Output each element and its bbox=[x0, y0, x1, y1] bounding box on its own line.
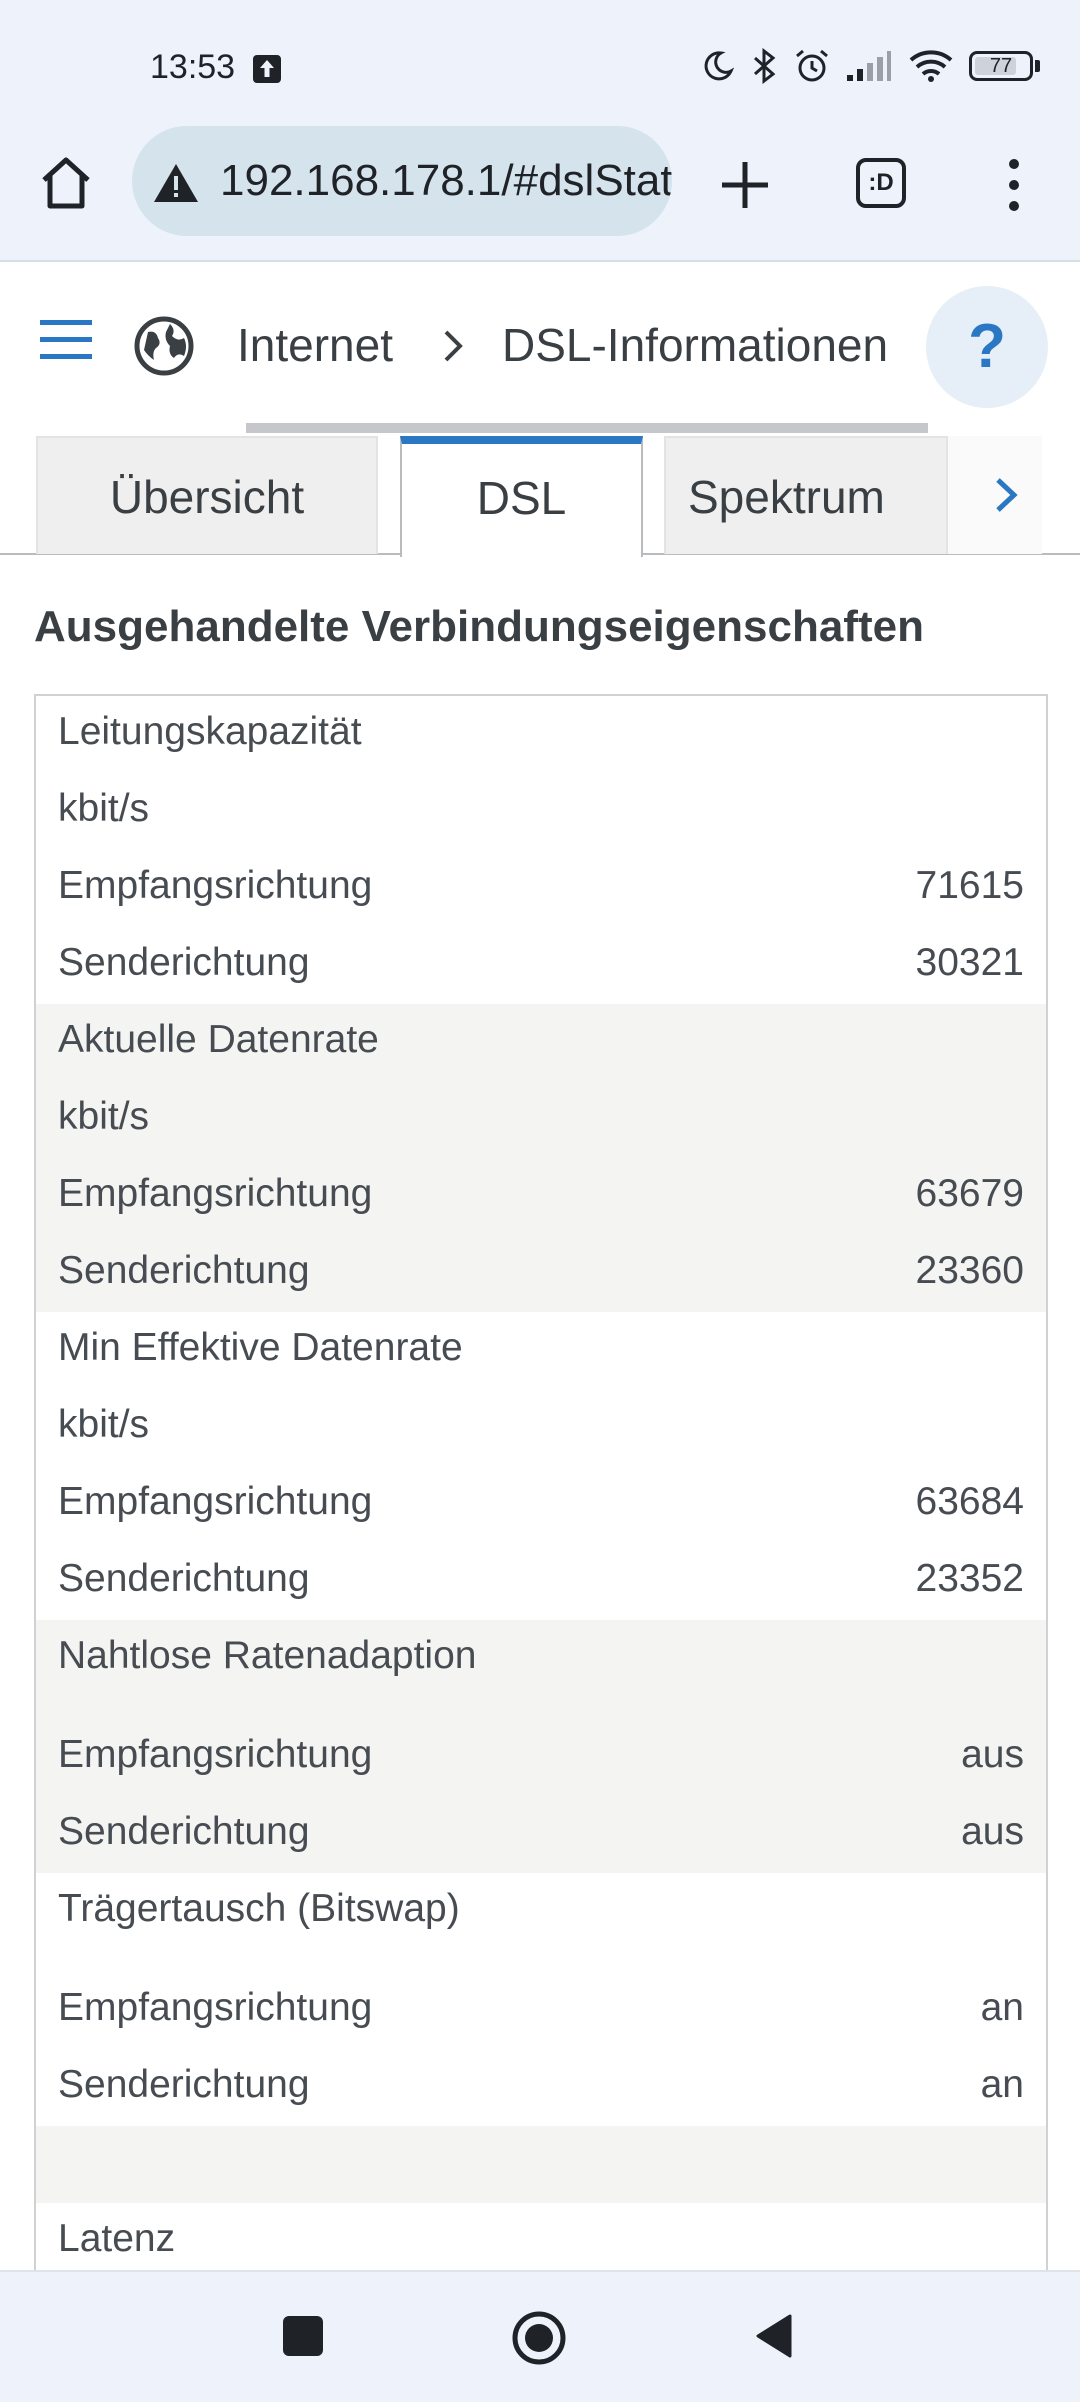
browser-toolbar: 192.168.178.1/#dslStat :D bbox=[0, 122, 1080, 262]
unit-label: kbit/s bbox=[58, 1095, 150, 1138]
more-vert-icon[interactable] bbox=[1000, 156, 1028, 214]
battery-icon: 77 bbox=[969, 51, 1033, 81]
spacer-row bbox=[36, 1697, 1046, 1719]
breadcrumb-dsl-informationen: DSL-Informationen bbox=[502, 319, 889, 371]
table-row: Empfangsrichtung 63679 bbox=[36, 1158, 1046, 1235]
hamburger-menu-icon[interactable] bbox=[40, 318, 92, 362]
group-title: Trägertausch (Bitswap) bbox=[58, 1887, 460, 1930]
battery-tip bbox=[1035, 60, 1040, 72]
unit-row: kbit/s bbox=[36, 1389, 1046, 1466]
table-row: Senderichtung 23352 bbox=[36, 1543, 1046, 1620]
group-nahtlose-ratenadaption: Nahtlose Ratenadaption Empfangsrichtung a… bbox=[36, 1620, 1046, 1873]
row-label: Empfangsrichtung bbox=[58, 864, 373, 907]
table-row: Senderichtung an bbox=[36, 2049, 1046, 2126]
row-label: Senderichtung bbox=[58, 1810, 310, 1853]
row-value: 71615 bbox=[915, 864, 1024, 907]
group-title: Min Effektive Datenrate bbox=[58, 1326, 463, 1369]
warning-icon[interactable] bbox=[152, 162, 200, 204]
group-title: Leitungskapazität bbox=[58, 710, 362, 753]
scroll-indicator bbox=[246, 423, 928, 433]
plus-icon[interactable] bbox=[716, 156, 774, 214]
row-value: 23360 bbox=[915, 1249, 1024, 1292]
section-title: Ausgehandelte Verbindungseigenschaften bbox=[34, 602, 924, 651]
table-row: Empfangsrichtung 63684 bbox=[36, 1466, 1046, 1543]
group-leitungskapazitaet: Leitungskapazität kbit/s Empfangsrichtun… bbox=[36, 696, 1046, 1004]
group-title: Latenz bbox=[58, 2217, 176, 2260]
system-nav-bar bbox=[0, 2270, 1080, 2402]
upload-icon bbox=[253, 55, 281, 83]
table-row: Empfangsrichtung 71615 bbox=[36, 850, 1046, 927]
spacer-row bbox=[36, 1950, 1046, 1972]
row-value: 23352 bbox=[915, 1557, 1024, 1600]
status-icons: 77 bbox=[701, 46, 1040, 86]
row-label: Senderichtung bbox=[58, 941, 310, 984]
group-title-row: Min Effektive Datenrate bbox=[36, 1312, 1046, 1389]
table-row: Senderichtung aus bbox=[36, 1796, 1046, 1873]
tab-uebersicht[interactable]: Übersicht bbox=[36, 436, 378, 554]
chevron-right-icon bbox=[444, 330, 463, 362]
row-label: Empfangsrichtung bbox=[58, 1733, 373, 1776]
table-row: Senderichtung 23360 bbox=[36, 1235, 1046, 1312]
row-label: Senderichtung bbox=[58, 2063, 310, 2106]
unit-row: kbit/s bbox=[36, 1081, 1046, 1158]
row-value: aus bbox=[961, 1810, 1024, 1853]
help-button[interactable]: ? bbox=[926, 286, 1048, 408]
tabs-icon[interactable]: :D bbox=[856, 158, 906, 208]
battery-level: 77 bbox=[989, 55, 1013, 77]
status-bar: 13:53 77 bbox=[0, 0, 1080, 122]
tabs-scroll-right-button[interactable] bbox=[948, 436, 1042, 554]
group-title-row: Trägertausch (Bitswap) bbox=[36, 1873, 1046, 1950]
row-value: 63684 bbox=[915, 1480, 1024, 1523]
row-label: Senderichtung bbox=[58, 1557, 310, 1600]
group-title-row: Nahtlose Ratenadaption bbox=[36, 1620, 1046, 1697]
url-text[interactable]: 192.168.178.1/#dslStat bbox=[220, 156, 672, 205]
breadcrumb-internet[interactable]: Internet bbox=[237, 319, 393, 371]
group-latenz: Latenz bbox=[36, 2203, 1046, 2280]
back-icon[interactable] bbox=[752, 2312, 794, 2360]
recents-icon[interactable] bbox=[283, 2316, 323, 2356]
status-time: 13:53 bbox=[150, 48, 236, 86]
row-label: Senderichtung bbox=[58, 1249, 310, 1292]
tab-spektrum[interactable]: Spektrum bbox=[664, 436, 948, 554]
group-min-effektive-datenrate: Min Effektive Datenrate kbit/s Empfangsr… bbox=[36, 1312, 1046, 1620]
group-aktuelle-datenrate: Aktuelle Datenrate kbit/s Empfangsrichtu… bbox=[36, 1004, 1046, 1312]
moon-icon bbox=[704, 51, 735, 81]
row-value: an bbox=[980, 2063, 1024, 2106]
row-value: an bbox=[980, 1986, 1024, 2029]
globe-icon bbox=[134, 316, 194, 376]
connection-properties-table: Leitungskapazität kbit/s Empfangsrichtun… bbox=[34, 694, 1048, 2400]
unit-row: kbit/s bbox=[36, 773, 1046, 850]
unit-label: kbit/s bbox=[58, 787, 150, 830]
signal-icon bbox=[847, 51, 891, 81]
chevron-right-icon bbox=[996, 478, 1018, 512]
group-title-row: Leitungskapazität bbox=[36, 696, 1046, 773]
group-title-row: Aktuelle Datenrate bbox=[36, 1004, 1046, 1081]
group-title-row: Latenz bbox=[36, 2203, 1046, 2280]
home-icon[interactable] bbox=[38, 152, 94, 214]
table-row: Empfangsrichtung aus bbox=[36, 1719, 1046, 1796]
row-label: Empfangsrichtung bbox=[58, 1172, 373, 1215]
alarm-icon bbox=[796, 49, 828, 82]
group-title: Aktuelle Datenrate bbox=[58, 1018, 379, 1061]
home-circle-icon[interactable] bbox=[511, 2310, 567, 2366]
wifi-icon bbox=[909, 50, 953, 82]
unit-label: kbit/s bbox=[58, 1403, 150, 1446]
row-value: aus bbox=[961, 1733, 1024, 1776]
row-label: Empfangsrichtung bbox=[58, 1480, 373, 1523]
bluetooth-icon bbox=[754, 48, 776, 84]
row-label: Empfangsrichtung bbox=[58, 1986, 373, 2029]
table-row: Empfangsrichtung an bbox=[36, 1972, 1046, 2049]
group-title: Nahtlose Ratenadaption bbox=[58, 1634, 477, 1677]
empty-shaded-row bbox=[36, 2126, 1046, 2203]
address-bar[interactable]: 192.168.178.1/#dslStat bbox=[132, 126, 672, 236]
row-value: 30321 bbox=[915, 941, 1024, 984]
group-traegertausch: Trägertausch (Bitswap) Empfangsrichtung a… bbox=[36, 1873, 1046, 2126]
tab-dsl[interactable]: DSL bbox=[400, 436, 643, 557]
row-value: 63679 bbox=[915, 1172, 1024, 1215]
table-row: Senderichtung 30321 bbox=[36, 927, 1046, 1004]
